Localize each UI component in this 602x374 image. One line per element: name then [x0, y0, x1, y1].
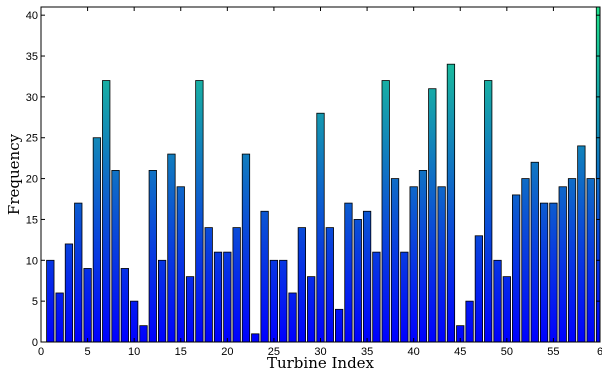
y-tick-label: 40: [26, 10, 38, 22]
bar: [157, 259, 167, 342]
bar: [288, 292, 297, 342]
bar: [232, 227, 241, 342]
bar: [307, 276, 316, 342]
y-tick-label: 25: [26, 133, 38, 145]
x-tick-label: 5: [85, 346, 91, 358]
x-tick-label: 45: [454, 346, 466, 358]
bar: [64, 243, 74, 342]
bar: [176, 186, 185, 342]
bar: [456, 325, 465, 342]
bar: [344, 202, 353, 342]
x-tick-label: 25: [268, 346, 280, 358]
bar: [92, 137, 102, 342]
y-axis-label: Frequency: [5, 133, 23, 215]
bar: [474, 235, 484, 342]
bar: [130, 300, 139, 342]
bar: [521, 178, 530, 342]
bar: [241, 153, 251, 342]
bar: [139, 325, 148, 342]
bar: [260, 210, 269, 342]
bar: [83, 268, 92, 342]
bar: [297, 227, 306, 342]
x-tick-label: 15: [175, 346, 187, 358]
x-tick-label: 55: [547, 346, 559, 358]
bar: [446, 63, 456, 342]
bar: [167, 153, 176, 342]
y-tick-label: 20: [26, 174, 38, 186]
bar: [409, 186, 418, 342]
bar: [390, 178, 400, 342]
axis-ticks: [40, 7, 601, 343]
bar: [279, 259, 288, 342]
bar: [204, 227, 213, 342]
x-tick-label: 20: [221, 346, 233, 358]
bar: [493, 259, 502, 342]
bar: [539, 202, 549, 342]
bar: [269, 259, 279, 342]
bar: [335, 308, 344, 342]
bar: [325, 227, 334, 342]
x-tick-label: 6: [597, 346, 602, 358]
bar: [400, 251, 409, 342]
bar: [102, 80, 111, 342]
bar: [558, 186, 567, 342]
bar: [549, 202, 558, 342]
x-tick-label: 40: [408, 346, 420, 358]
bar: [595, 7, 600, 342]
bar: [586, 178, 595, 342]
bar: [428, 88, 437, 342]
bar: [55, 292, 64, 342]
y-tick-label: 5: [32, 296, 38, 308]
bar: [362, 210, 372, 342]
y-tick-label: 0: [32, 337, 38, 349]
bars-group: [46, 7, 600, 342]
bar: [418, 170, 428, 342]
bar: [437, 186, 446, 342]
bar: [251, 333, 260, 342]
bar: [530, 161, 539, 342]
bar: [502, 276, 511, 342]
x-axis-label: Turbine Index: [267, 354, 375, 372]
bar: [120, 268, 129, 342]
y-tick-label: 15: [26, 214, 38, 226]
bar: [577, 145, 586, 342]
bar: [111, 170, 120, 342]
bar: [465, 300, 474, 342]
bar: [148, 170, 157, 342]
bar: [567, 178, 577, 342]
bar: [316, 112, 325, 342]
bar: [213, 251, 223, 342]
bar: [185, 276, 195, 342]
x-tick-label: 0: [38, 346, 44, 358]
y-tick-label: 30: [26, 92, 38, 104]
x-tick-label: 30: [314, 346, 326, 358]
bar: [372, 251, 381, 342]
bar: [223, 251, 232, 342]
y-tick-label: 10: [26, 255, 38, 267]
bar: [195, 80, 204, 342]
bar: [46, 259, 55, 342]
x-tick-label: 10: [128, 346, 140, 358]
bar: [353, 219, 362, 342]
x-tick-label: 35: [361, 346, 373, 358]
x-tick-label: 50: [501, 346, 513, 358]
y-tick-label: 35: [26, 51, 38, 63]
bar: [512, 194, 521, 342]
bar: [381, 80, 390, 342]
bar: [484, 80, 493, 342]
bar: [74, 202, 83, 342]
